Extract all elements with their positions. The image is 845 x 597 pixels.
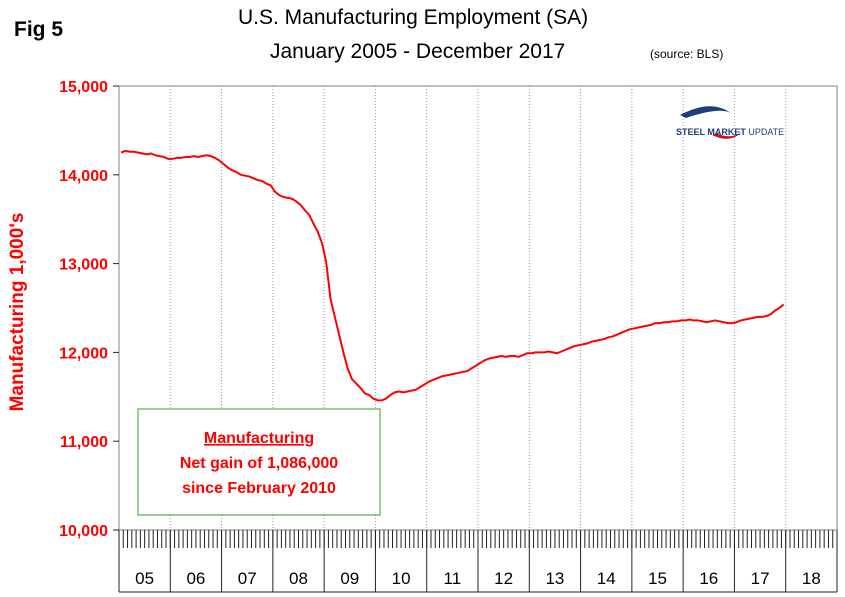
logo-swoosh-accent-icon [712,132,742,139]
x-tick-label: 05 [135,569,154,588]
annotation-title: Manufacturing [204,430,314,447]
x-tick-label: 10 [392,569,411,588]
logo-text: STEEL MARKET UPDATE [676,127,784,137]
source-note: (source: BLS) [650,47,723,61]
x-tick-label: 08 [289,569,308,588]
annotation-box: Manufacturing Net gain of 1,086,000 sinc… [137,408,381,516]
x-tick-label: 09 [340,569,359,588]
chart-title-line1: U.S. Manufacturing Employment (SA) [238,6,588,29]
chart-title-line2: January 2005 - December 2017 [270,40,565,63]
series-line [120,149,785,402]
x-tick-label: 18 [802,569,821,588]
x-tick-label: 14 [597,569,616,588]
x-tick-label: 16 [699,569,718,588]
x-tick-label: 17 [751,569,770,588]
logo-text-bold: STEEL MARKET [676,127,746,137]
annotation-line1: Net gain of 1,086,000 [180,455,338,472]
annotation-border [137,408,381,516]
x-tick-label: 07 [238,569,257,588]
x-tick-label: 12 [494,569,513,588]
logo-swoosh-icon [680,106,732,118]
steel-market-update-logo: STEEL MARKET UPDATE [676,106,784,139]
y-tick-label: 14,000 [59,168,108,185]
x-tick-label: 11 [444,569,462,588]
y-axis-label: Manufacturing 1,000's [7,213,28,412]
x-tick-label: 15 [648,569,667,588]
y-tick-label: 11,000 [60,434,108,451]
y-tick-label: 13,000 [59,257,108,274]
y-tick-label: 15,000 [59,79,108,96]
annotation-line2: since February 2010 [182,480,336,497]
logo-text-light: UPDATE [746,127,784,137]
y-tick-label: 10,000 [59,523,108,540]
figure-label: Fig 5 [14,18,63,41]
x-tick-label: 06 [186,569,205,588]
x-tick-label: 13 [545,569,564,588]
y-tick-label: 12,000 [59,345,108,362]
